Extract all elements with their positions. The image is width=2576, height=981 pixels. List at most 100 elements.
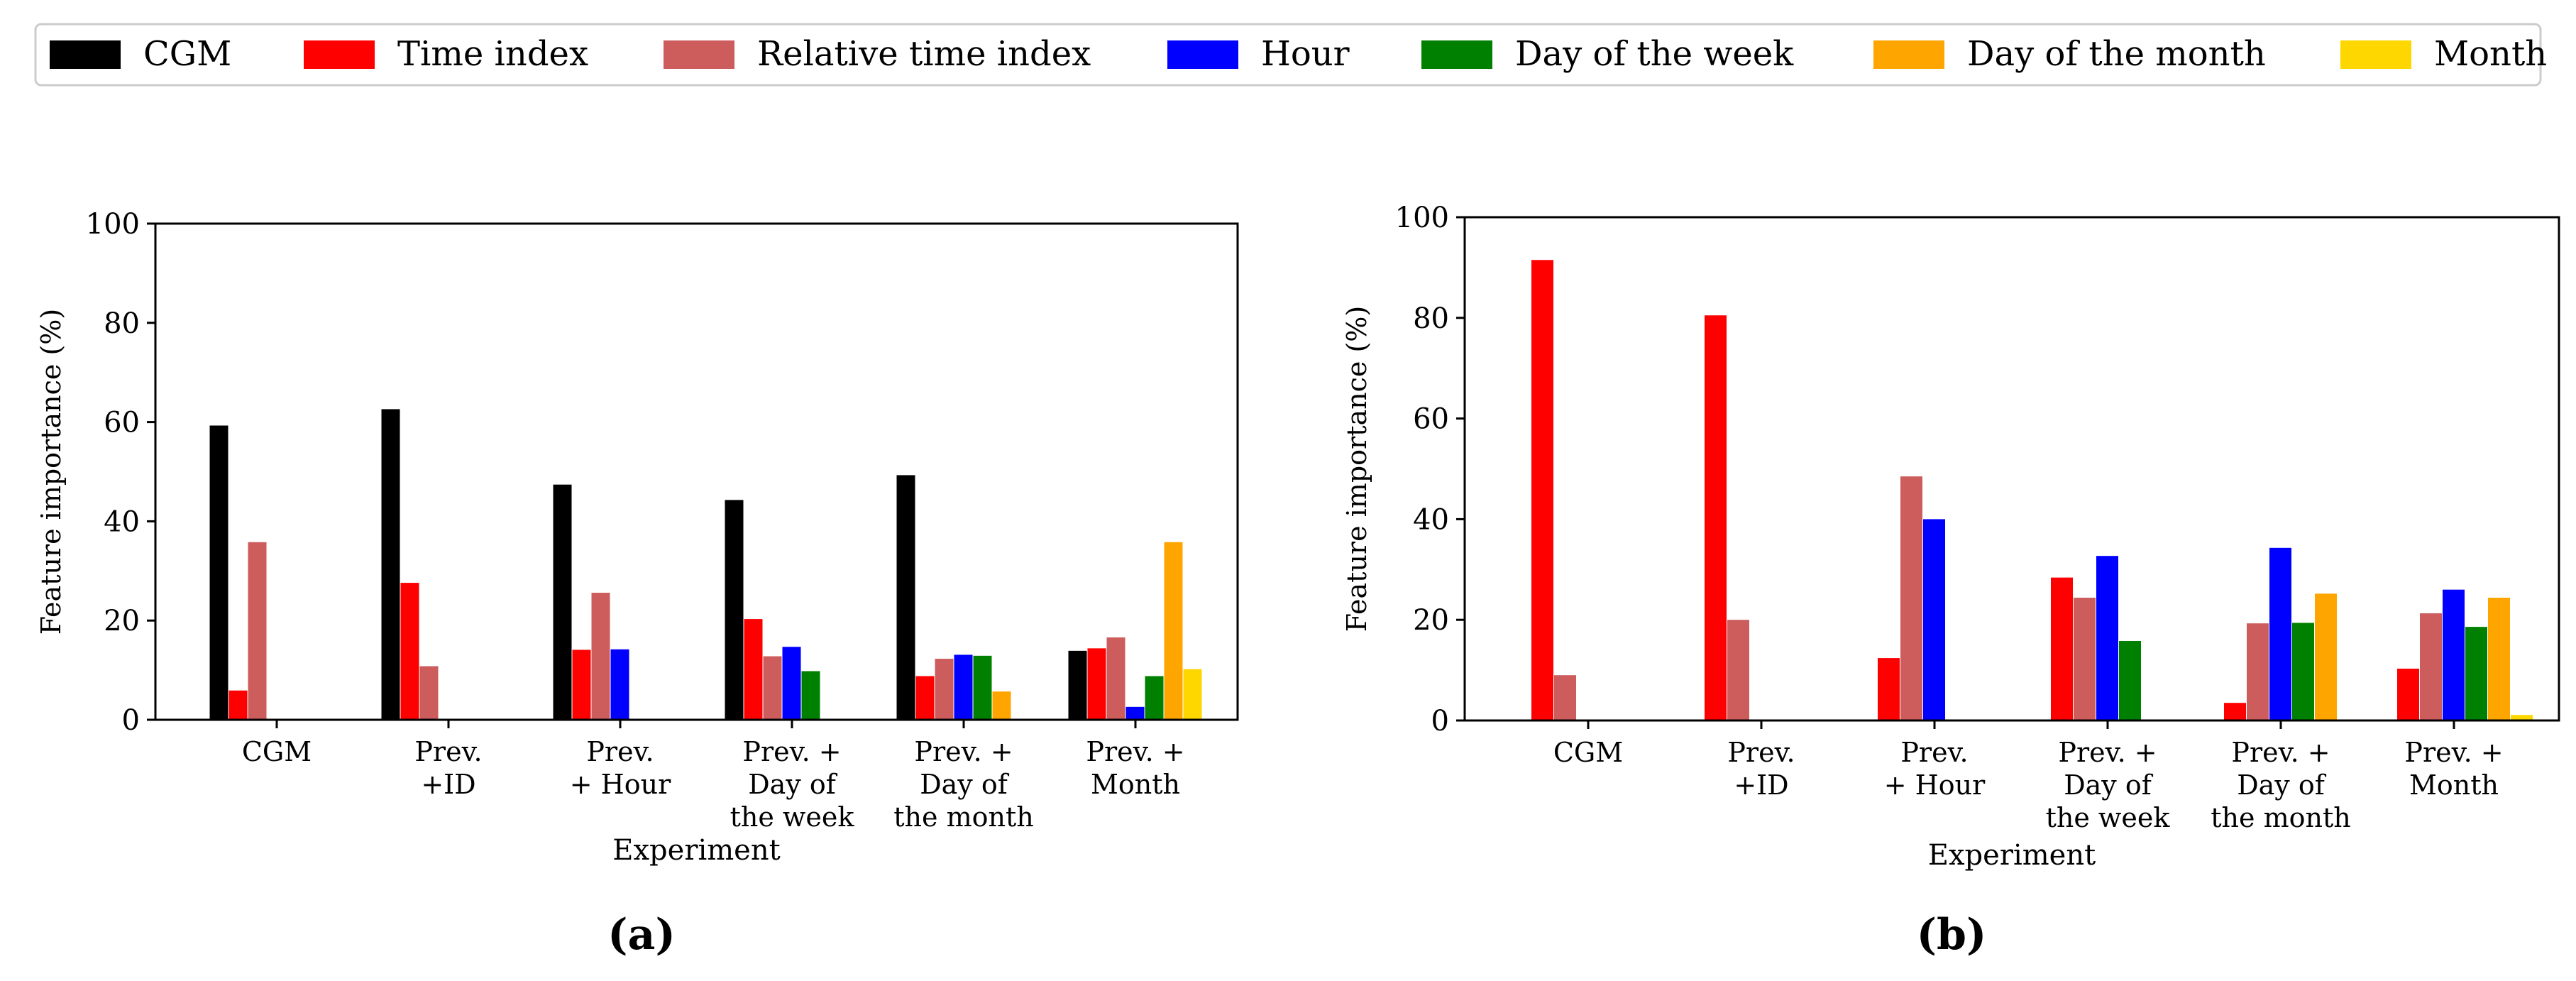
panel-b-axes-frame <box>1463 216 2560 722</box>
panel-b-bar-time-index-3 <box>2051 577 2073 720</box>
panel-a-x-axis-label: Experiment <box>612 834 780 867</box>
panel-b-bar-day-of-the-week-5 <box>2465 627 2487 720</box>
panel-a-ytick-label: 20 <box>104 605 140 637</box>
panel-a-bar-day-of-the-month-5 <box>1164 542 1183 720</box>
panel-a-bar-relative-time-index-5 <box>1106 637 1125 720</box>
legend-swatch-cgm <box>50 40 121 69</box>
panel-b-bar-time-index-4 <box>2224 703 2246 720</box>
legend-frame <box>34 23 2542 87</box>
panel-b-ytick-label: 20 <box>1413 604 1449 637</box>
panel-a-bar-relative-time-index-3 <box>763 656 782 720</box>
panel-a-ytick-label: 100 <box>86 208 140 241</box>
panel-a: 0 20 40 60 80 100 CGM Prev. +ID Prev. + Hour Prev. … <box>35 208 1239 867</box>
legend-label-relative-time-index: Relative time index <box>757 34 1091 74</box>
panel-a-bar-relative-time-index-0 <box>248 542 267 720</box>
panel-a-bar-time-index-3 <box>744 619 763 720</box>
panel-a-xtick-label-2: Prev. + Hour <box>570 736 671 800</box>
panel-b-ytick-label: 100 <box>1395 202 1449 234</box>
panel-b-bar-relative-time-index-3 <box>2074 598 2096 720</box>
panel-a-xtick-label-0: CGM <box>242 736 312 767</box>
legend-label-day-of-the-month: Day of the month <box>1967 34 2266 74</box>
panel-b-bar-day-of-the-week-3 <box>2119 640 2141 720</box>
panel-a-bar-relative-time-index-1 <box>419 666 439 720</box>
panel-a-xtick-label-4: Prev. + Day of the month <box>893 736 1033 833</box>
panel-a-y-axis-label: Feature importance (%) <box>35 309 67 635</box>
legend-label-day-of-the-week: Day of the week <box>1515 34 1794 74</box>
panel-a-ytick-label: 80 <box>104 307 140 340</box>
legend-label-hour: Hour <box>1261 34 1350 74</box>
panel-b-bar-hour-5 <box>2443 589 2465 720</box>
panel-a-bar-day-of-the-month-4 <box>992 691 1011 720</box>
panel-b-bar-hour-2 <box>1923 519 1945 720</box>
panel-b-bar-relative-time-index-1 <box>1727 620 1749 720</box>
legend-label-month: Month <box>2434 34 2547 74</box>
panel-a-bar-hour-5 <box>1125 706 1145 720</box>
panel-a-bar-relative-time-index-2 <box>591 593 610 720</box>
panel-b-bar-hour-4 <box>2269 547 2291 720</box>
legend-swatch-month <box>2340 40 2411 69</box>
panel-a-bar-cgm-0 <box>209 425 229 720</box>
panel-b-bar-day-of-the-month-4 <box>2315 593 2337 720</box>
legend: CGM Time index Relative time index Hour Day … <box>34 23 2547 87</box>
panel-a-bar-time-index-2 <box>572 650 591 720</box>
panel-b-bar-time-index-2 <box>1878 658 1900 720</box>
panel-b-ytick-label: 80 <box>1413 302 1449 335</box>
panel-b-xtick-label-0: CGM <box>1553 737 1623 768</box>
panel-a-axes-frame <box>154 222 1239 721</box>
legend-swatch-hour <box>1167 40 1238 69</box>
panel-a-bar-cgm-5 <box>1068 650 1087 720</box>
panel-b-bar-relative-time-index-2 <box>1900 476 1922 720</box>
panel-a-bar-month-5 <box>1183 669 1202 720</box>
panel-a-ytick-label: 60 <box>104 407 140 439</box>
panel-b-label: (b) <box>1917 910 1987 960</box>
panel-b-x-axis-label: Experiment <box>1928 839 2096 872</box>
panel-a-bar-hour-3 <box>782 647 801 720</box>
panel-a-label: (a) <box>607 910 676 960</box>
panel-a-bar-cgm-1 <box>381 409 400 720</box>
panel-a-bar-time-index-5 <box>1087 648 1106 720</box>
panel-a-bar-time-index-0 <box>229 690 248 720</box>
legend-swatch-day-of-the-week <box>1421 40 1492 69</box>
panel-b-bar-day-of-the-month-5 <box>2488 598 2510 720</box>
panel-a-ytick-label: 40 <box>104 505 140 538</box>
panel-b-y-axis-label: Feature importance (%) <box>1341 306 1372 632</box>
panel-b-bar-relative-time-index-0 <box>1554 675 1576 720</box>
panel-b-bar-hour-3 <box>2096 556 2118 720</box>
panel-a-xtick-label-1: Prev. +ID <box>414 736 482 800</box>
panel-b-xtick-label-3: Prev. + Day of the week <box>2046 737 2171 833</box>
panel-b-bar-time-index-0 <box>1531 260 1553 720</box>
panel-b-xtick-label-1: Prev. +ID <box>1727 737 1795 801</box>
panel-b-ytick-label: 40 <box>1413 503 1449 536</box>
panel-a-bar-cgm-4 <box>896 475 915 720</box>
legend-label-cgm: CGM <box>143 34 231 74</box>
panel-a-xtick-label-5: Prev. + Month <box>1086 736 1184 800</box>
panel-b-bar-time-index-1 <box>1705 315 1727 720</box>
panel-a-xtick-label-3: Prev. + Day of the week <box>730 736 855 833</box>
panel-b-bar-relative-time-index-5 <box>2420 613 2442 720</box>
panel-b-bar-day-of-the-week-4 <box>2292 623 2314 720</box>
panel-a-bar-hour-4 <box>954 654 973 720</box>
legend-label-time-index: Time index <box>397 34 588 74</box>
panel-a-bar-relative-time-index-4 <box>935 659 954 720</box>
panel-b-bar-month-5 <box>2511 715 2533 720</box>
panel-b-bar-relative-time-index-4 <box>2247 623 2269 720</box>
panel-a-bar-time-index-4 <box>915 676 935 720</box>
panel-a-bar-hour-2 <box>610 649 629 720</box>
panel-a-bar-cgm-2 <box>553 484 572 720</box>
panel-a-bar-day-of-the-week-4 <box>973 655 992 720</box>
panel-a-bar-time-index-1 <box>400 583 419 720</box>
panel-a-bar-day-of-the-week-5 <box>1145 676 1164 720</box>
panel-a-bar-day-of-the-week-3 <box>801 671 820 720</box>
panel-b-xtick-label-5: Prev. + Month <box>2404 737 2503 801</box>
panel-b-ytick-label: 0 <box>1431 705 1449 738</box>
legend-swatch-relative-time-index <box>664 40 734 69</box>
panel-b-xtick-label-4: Prev. + Day of the month <box>2211 737 2350 833</box>
legend-swatch-time-index <box>304 40 375 69</box>
panel-a-bar-cgm-3 <box>725 500 744 720</box>
panel-b: 0 20 40 60 80 100 CGM Prev. +ID Prev. + Hour Prev. … <box>1341 202 2560 872</box>
legend-swatch-day-of-the-month <box>1873 40 1944 69</box>
panel-b-xtick-label-2: Prev. + Hour <box>1884 737 1986 801</box>
panel-b-ytick-label: 60 <box>1413 403 1449 436</box>
panel-b-bar-time-index-5 <box>2397 668 2419 720</box>
